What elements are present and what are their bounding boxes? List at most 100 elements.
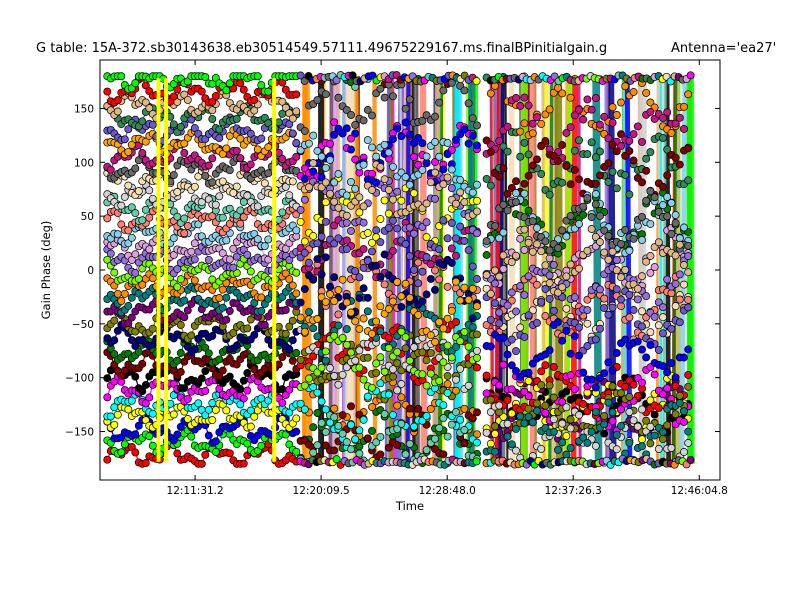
- scan-2-point: [452, 199, 460, 208]
- scan-3-point: [667, 289, 676, 298]
- scan-3-point: [625, 392, 634, 401]
- scan-3-point: [675, 240, 684, 249]
- scan-1-point: [197, 374, 206, 383]
- scan-2-point: [460, 439, 469, 448]
- scan-2-point: [326, 139, 334, 148]
- scan-2-point: [376, 450, 385, 459]
- scan-2-point: [443, 234, 452, 243]
- scan-3-point: [667, 444, 676, 452]
- scan-3-point: [625, 246, 634, 255]
- scan-2-point: [401, 240, 410, 248]
- scan-3-point: [558, 283, 567, 292]
- scan-2-point: [372, 317, 381, 326]
- scan-3-point: [512, 446, 520, 455]
- scan-1-point: [222, 406, 231, 415]
- scan-3-point: [633, 284, 642, 293]
- scan-3-point: [591, 442, 600, 450]
- scan-1-point: [145, 393, 154, 402]
- scan-2-point: [397, 132, 406, 141]
- scan-2-point: [447, 165, 456, 174]
- scan-1-point: [113, 410, 122, 419]
- scan-1-point: [292, 427, 301, 436]
- scan-1-point: [278, 154, 287, 163]
- scan-3-point: [549, 415, 558, 424]
- scan-1-point: [285, 345, 294, 354]
- scan-3-point: [524, 150, 533, 159]
- scan-2-point: [296, 206, 305, 214]
- scan-1-point: [288, 114, 297, 123]
- scan-1-point: [243, 439, 252, 448]
- scan-1-point: [127, 233, 136, 242]
- scan-2-point: [384, 334, 393, 343]
- scan-2-point: [431, 138, 439, 146]
- scan-3-point: [671, 153, 680, 162]
- scan-3-point: [621, 382, 630, 391]
- scan-1-point: [138, 216, 147, 225]
- scan-2-point: [309, 324, 318, 333]
- scan-3-point: [533, 155, 541, 164]
- scan-3-point: [528, 161, 537, 170]
- scan-2-point: [355, 363, 364, 372]
- scan-1-point: [127, 293, 136, 302]
- y-tick-label: 150: [74, 103, 94, 115]
- scan-3-point: [684, 295, 693, 304]
- scan-1-point: [138, 387, 147, 396]
- scan-2-point: [334, 286, 343, 294]
- scan-2-point: [456, 188, 465, 197]
- scan-1-point: [208, 178, 217, 187]
- scan-2-point: [389, 372, 397, 381]
- scan-3-point: [680, 124, 688, 133]
- scan-1-point: [110, 420, 119, 429]
- scan-3-point: [667, 199, 676, 207]
- scan-1-point: [183, 415, 192, 423]
- scan-3-point: [533, 240, 541, 249]
- scan-2-point: [384, 390, 393, 399]
- scan-3-point: [583, 246, 592, 255]
- scan-1-point: [173, 449, 182, 458]
- scan-2-point: [342, 218, 351, 227]
- scan-1-point: [285, 256, 294, 264]
- scan-2-point: [334, 93, 343, 102]
- scan-2-point: [313, 239, 322, 248]
- scan-2-point: [405, 252, 414, 261]
- scan-2-point: [456, 296, 465, 305]
- scan-3-point: [663, 192, 672, 201]
- scan-1-point: [183, 306, 192, 315]
- scan-2-point: [380, 175, 389, 184]
- scan-2-point: [452, 277, 460, 286]
- scan-3-point: [566, 180, 575, 189]
- scan-2-point: [439, 180, 448, 189]
- scan-3-point: [583, 439, 592, 447]
- scan-3-point: [671, 373, 680, 382]
- scan-2-point: [418, 267, 427, 276]
- scan-1-point: [292, 414, 301, 423]
- scan-2-point: [368, 329, 376, 338]
- x-axis-label: Time: [395, 499, 424, 513]
- scan-2-point: [300, 127, 309, 135]
- scan-2-point: [443, 432, 452, 441]
- scan-2-point: [368, 111, 376, 120]
- scan-3-point: [570, 166, 579, 174]
- scan-3-point: [625, 313, 634, 322]
- scan-1-point: [239, 376, 248, 385]
- scan-2-point: [359, 375, 368, 384]
- scan-1-point: [131, 448, 140, 457]
- scan-1-point: [131, 209, 140, 218]
- scan-3-point: [638, 378, 646, 387]
- scan-2-point: [376, 215, 385, 223]
- scan-2-point: [435, 318, 444, 327]
- scan-2-point: [309, 131, 318, 140]
- scan-3-point: [486, 315, 495, 324]
- scan-1-point: [246, 422, 255, 431]
- scan-2-point: [296, 355, 305, 364]
- scan-2-point: [447, 219, 456, 227]
- scan-3-point: [537, 170, 546, 178]
- scan-2-point: [422, 381, 431, 390]
- scan-1-point: [124, 226, 133, 235]
- scan-3-point: [554, 157, 562, 165]
- scan-1-point: [131, 250, 140, 259]
- scan-3-point: [671, 219, 680, 228]
- scan-1-point: [197, 459, 206, 468]
- scan-3-point: [541, 361, 550, 370]
- scan-3-point: [633, 295, 642, 304]
